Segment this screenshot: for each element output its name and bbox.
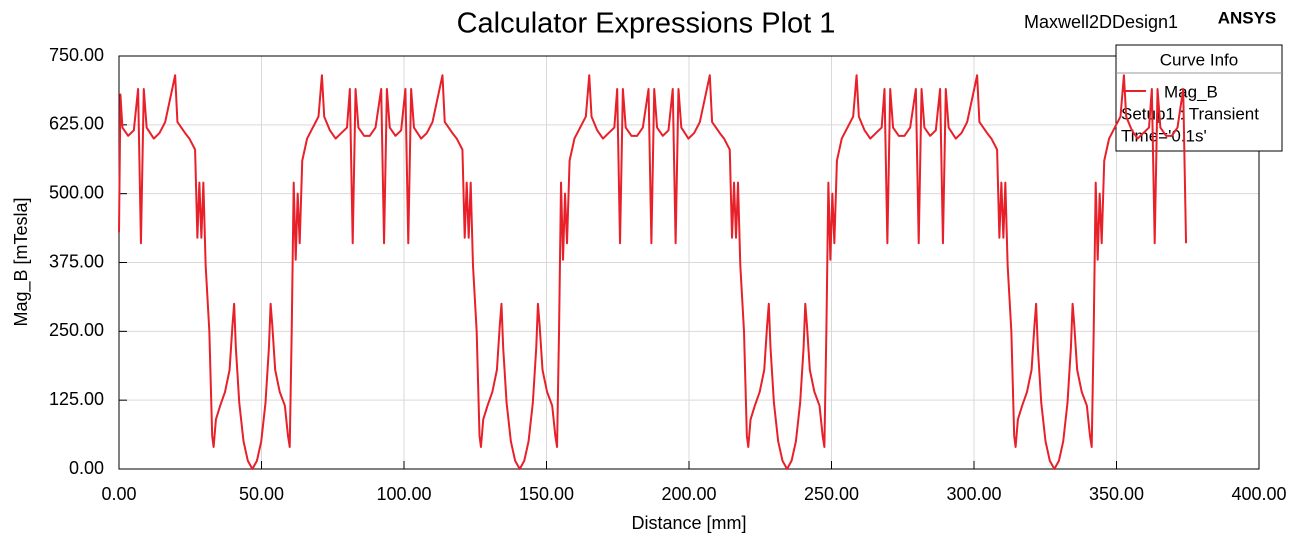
y-axis-label: Mag_B [mTesla] bbox=[11, 197, 32, 326]
x-tick-label: 150.00 bbox=[519, 484, 574, 504]
x-axis-label: Distance [mm] bbox=[631, 513, 746, 533]
y-tick-label: 0.00 bbox=[69, 458, 104, 478]
legend-title: Curve Info bbox=[1160, 50, 1238, 69]
x-tick-label: 0.00 bbox=[101, 484, 136, 504]
y-tick-label: 125.00 bbox=[49, 389, 104, 409]
chart-title: Calculator Expressions Plot 1 bbox=[457, 8, 836, 40]
x-tick-label: 200.00 bbox=[661, 484, 716, 504]
grid bbox=[118, 55, 1260, 470]
legend-note: Time='0.1s' bbox=[1121, 126, 1207, 145]
y-tick-label: 500.00 bbox=[49, 182, 104, 202]
legend-note: Setup1 : Transient bbox=[1121, 104, 1259, 123]
x-tick-label: 300.00 bbox=[946, 484, 1001, 504]
x-tick-label: 400.00 bbox=[1231, 484, 1286, 504]
legend-entry: Mag_B bbox=[1164, 82, 1218, 101]
x-tick-label: 100.00 bbox=[376, 484, 431, 504]
data-line bbox=[118, 74, 1188, 470]
x-tick-label: 50.00 bbox=[239, 484, 284, 504]
design-name: Maxwell2DDesign1 bbox=[1024, 12, 1178, 32]
y-tick-label: 375.00 bbox=[49, 251, 104, 271]
y-tick-label: 750.00 bbox=[49, 45, 104, 65]
y-tick-label: 625.00 bbox=[49, 114, 104, 134]
y-tick-label: 250.00 bbox=[49, 320, 104, 340]
brand: ANSYS bbox=[1218, 8, 1277, 27]
x-tick-label: 350.00 bbox=[1089, 484, 1144, 504]
x-tick-label: 250.00 bbox=[804, 484, 859, 504]
